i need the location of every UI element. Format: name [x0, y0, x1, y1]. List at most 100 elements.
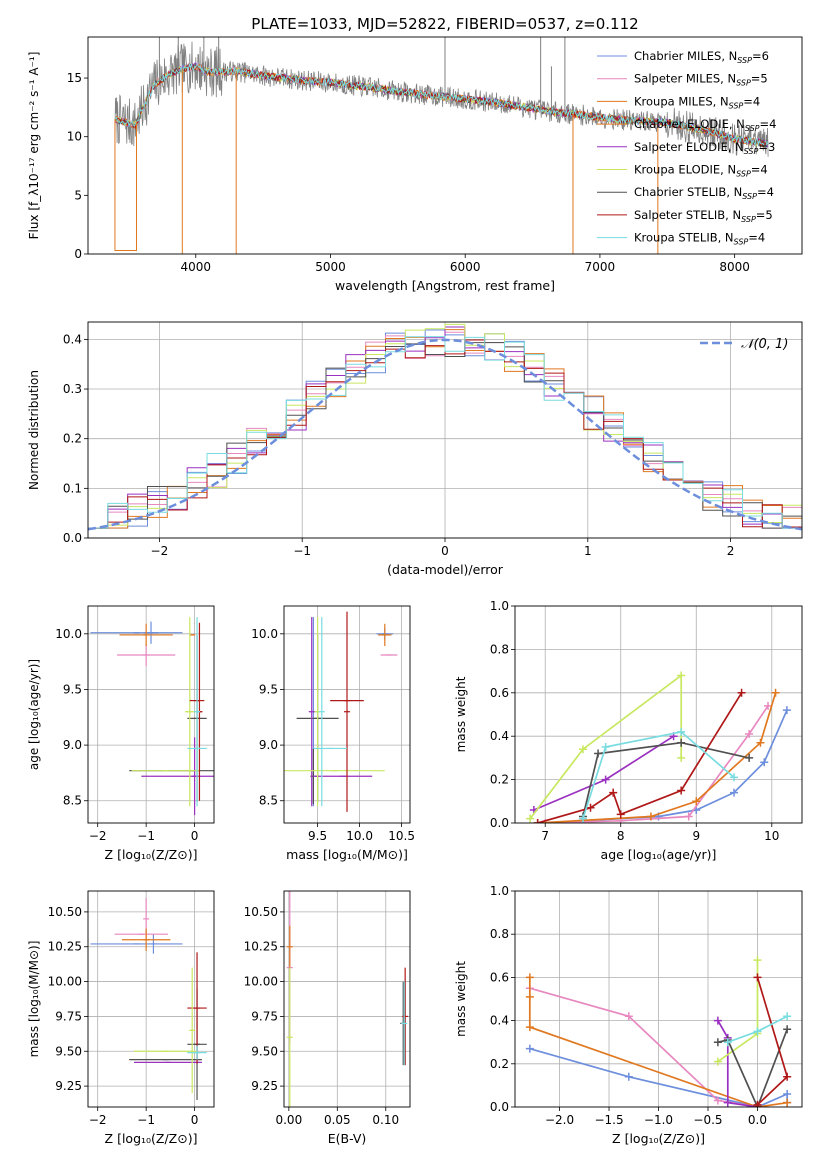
x-tick-label: 0.05 — [324, 1113, 351, 1127]
x-tick-label: 10 — [764, 829, 779, 843]
y-tick-label: 9.25 — [251, 1079, 278, 1093]
plot-area — [284, 606, 410, 823]
x-tick-label: 5000 — [315, 260, 346, 274]
y-axis-label: mass [log₁₀(M/M⊙)] — [27, 941, 41, 1058]
x-tick-label: −2.0 — [545, 1113, 574, 1127]
plot-area — [515, 891, 802, 1107]
plot-area — [88, 322, 802, 538]
legend-subscript: SSP — [736, 79, 751, 88]
y-tick-label: 1.0 — [490, 884, 509, 898]
legend-subscript: SSP — [744, 147, 759, 156]
legend-entry: Salpeter ELODIE, NSSP=3 — [634, 140, 775, 156]
y-tick-label: 9.75 — [55, 1009, 82, 1023]
y-tick-label: 0.4 — [63, 332, 82, 346]
y-tick-label: 9.50 — [55, 1044, 82, 1058]
legend-suffix: =6 — [752, 49, 769, 63]
series-marker — [677, 738, 686, 747]
x-tick-label: 7 — [541, 829, 549, 843]
y-tick-label: 9.5 — [63, 682, 82, 696]
y-tick-label: 0.4 — [490, 1014, 509, 1028]
axes-frame — [87, 321, 803, 539]
y-tick-label: 0.6 — [490, 686, 509, 700]
series-line — [537, 692, 777, 823]
legend-label: 𝒩(0, 1) — [741, 337, 788, 352]
y-axis-label: mass weight — [454, 961, 468, 1037]
y-tick-label: 9.25 — [55, 1079, 82, 1093]
series-marker — [730, 788, 739, 797]
series-marker — [730, 773, 739, 782]
figure-title: PLATE=1033, MJD=52822, FIBERID=0537, z=0… — [251, 15, 638, 33]
y-tick-label: 10.25 — [48, 940, 82, 954]
y-tick-label: 10.50 — [244, 905, 278, 919]
x-tick-label: −2 — [89, 829, 107, 843]
series-marker — [764, 701, 773, 710]
plot-area — [515, 606, 802, 823]
series-marker — [783, 1090, 792, 1099]
y-tick-label: 0.4 — [490, 729, 509, 743]
x-tick-label: −2 — [89, 1113, 107, 1127]
axes-frame — [87, 36, 803, 255]
series-marker — [526, 814, 535, 823]
legend-suffix: =3 — [758, 140, 775, 154]
legend-subscript: SSP — [736, 170, 751, 179]
x-tick-label: 10.0 — [346, 829, 373, 843]
legend-label: Chabrier STELIB, N — [634, 185, 742, 199]
series-line — [529, 673, 683, 820]
normal-curve — [88, 338, 802, 531]
series-marker — [616, 810, 625, 819]
series-line — [582, 730, 735, 819]
legend-label: Salpeter STELIB, N — [634, 208, 741, 222]
x-axis-label: Z [log₁₀(Z/Z⊙)] — [612, 1131, 705, 1146]
legend-entry: Salpeter STELIB, NSSP=5 — [634, 208, 773, 224]
plot-area — [88, 606, 214, 823]
y-tick-label: 10 — [67, 130, 82, 144]
y-tick-label: 0.0 — [63, 531, 82, 545]
y-tick-label: 10.00 — [244, 975, 278, 989]
series-marker — [692, 797, 701, 806]
x-tick-label: 8000 — [719, 260, 750, 274]
series-marker — [609, 788, 618, 797]
series-marker — [713, 1057, 722, 1066]
series-marker — [713, 1096, 722, 1105]
y-tick-label: 10.25 — [244, 940, 278, 954]
series-marker — [753, 1103, 762, 1107]
x-axis-label: E(B-V) — [328, 1131, 367, 1146]
series-marker — [677, 786, 686, 795]
y-tick-label: 0.0 — [490, 1100, 509, 1114]
y-tick-label: 9.5 — [259, 682, 278, 696]
series-marker — [783, 1012, 792, 1021]
series-marker — [594, 749, 603, 758]
y-tick-label: 0.2 — [490, 1057, 509, 1071]
series-marker — [677, 753, 686, 762]
legend-suffix: =4 — [748, 231, 765, 245]
x-axis-label: age [log₁₀(age/yr)] — [601, 847, 717, 862]
series-marker — [601, 743, 610, 752]
series-marker — [783, 1072, 792, 1081]
x-tick-label: −1.5 — [594, 1113, 623, 1127]
axes-frame — [87, 890, 215, 1108]
series-marker — [782, 706, 791, 715]
y-axis-label: age [log₁₀(age/yr)] — [27, 659, 41, 770]
panel-mass-weight-vs-z: −2.0 −1.5 −1.0 −0.5 0.0 0.0 0.2 0.4 0.6 0.8 1.0 Z [… — [454, 884, 803, 1146]
y-tick-label: 9.0 — [259, 738, 278, 752]
x-axis-label: Z [log₁₀(Z/Z⊙)] — [105, 1131, 198, 1146]
y-tick-label: 8.5 — [259, 794, 278, 808]
series-marker — [745, 753, 754, 762]
series-marker — [771, 688, 780, 697]
y-axis-label: mass weight — [454, 676, 468, 752]
series-marker — [624, 1012, 633, 1021]
series-marker — [723, 1038, 732, 1047]
panel-mass-vs-z: −2 −1 0 9.25 9.50 9.75 10.00 10.25 10.50 Z [log₁₀… — [27, 890, 215, 1146]
y-tick-label: 0.3 — [63, 382, 82, 396]
legend-label: Salpeter MILES, N — [634, 72, 736, 86]
series-marker — [745, 730, 754, 739]
plot-area — [114, 37, 769, 254]
axes-frame — [283, 605, 411, 824]
series-marker — [783, 1025, 792, 1034]
series-marker — [677, 727, 686, 736]
legend-subscript: SSP — [742, 192, 757, 201]
series-line — [717, 1028, 788, 1107]
series-marker — [723, 1098, 732, 1107]
axes-frame — [514, 605, 803, 824]
